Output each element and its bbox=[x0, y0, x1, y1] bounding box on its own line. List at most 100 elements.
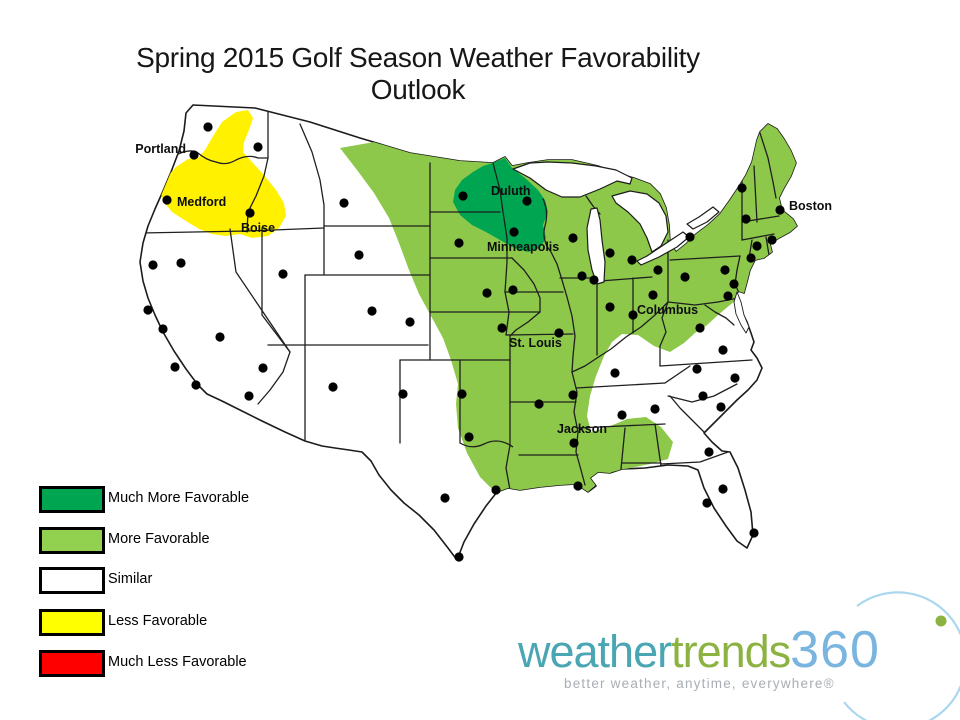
city-dot bbox=[464, 432, 474, 442]
city-dot bbox=[716, 402, 726, 412]
city-label-duluth: Duluth bbox=[491, 184, 531, 198]
lake-superior bbox=[512, 161, 633, 198]
city-dot bbox=[573, 481, 583, 491]
city-dots bbox=[143, 122, 785, 562]
city-dot bbox=[554, 328, 564, 338]
city-dot bbox=[617, 410, 627, 420]
city-label-minneapolis: Minneapolis bbox=[487, 240, 559, 254]
city-dot bbox=[729, 279, 739, 289]
state-borders bbox=[140, 109, 780, 491]
city-dot bbox=[720, 265, 730, 275]
city-dot bbox=[158, 324, 168, 334]
lake-ontario bbox=[686, 206, 720, 230]
city-label-boston: Boston bbox=[789, 199, 832, 213]
city-dot bbox=[569, 438, 579, 448]
city-label-portland: Portland bbox=[135, 142, 186, 156]
city-dot bbox=[775, 205, 785, 215]
city-label-columbus: Columbus bbox=[637, 303, 698, 317]
city-dot bbox=[749, 528, 759, 538]
city-dot bbox=[508, 285, 518, 295]
city-dot bbox=[339, 198, 349, 208]
city-label-boise: Boise bbox=[241, 221, 275, 235]
legend-label-more-favorable: More Favorable bbox=[108, 531, 210, 547]
city-dot bbox=[148, 260, 158, 270]
city-dot bbox=[189, 150, 199, 160]
city-dot bbox=[648, 290, 658, 300]
chesapeake-bay bbox=[733, 291, 750, 334]
city-dot bbox=[767, 235, 777, 245]
city-dot bbox=[741, 214, 751, 224]
city-dot bbox=[704, 447, 714, 457]
lake-michigan bbox=[586, 207, 606, 285]
city-labels: Portland Medford Boise Duluth Minneapoli… bbox=[135, 142, 832, 436]
city-dot bbox=[730, 373, 740, 383]
city-dot bbox=[589, 275, 599, 285]
city-dot bbox=[354, 250, 364, 260]
legend-swatch-less-favorable bbox=[39, 609, 105, 636]
city-dot bbox=[695, 323, 705, 333]
city-dot bbox=[577, 271, 587, 281]
legend-swatch-much-more-favorable bbox=[39, 486, 105, 513]
city-label-st-louis: St. Louis bbox=[509, 336, 562, 350]
city-dot bbox=[610, 368, 620, 378]
city-dot bbox=[258, 363, 268, 373]
city-dot bbox=[454, 552, 464, 562]
city-dot bbox=[491, 485, 501, 495]
city-dot bbox=[328, 382, 338, 392]
city-dot bbox=[253, 142, 263, 152]
city-dot bbox=[605, 248, 615, 258]
legend-swatch-much-less-favorable bbox=[39, 650, 105, 677]
city-dot bbox=[718, 345, 728, 355]
city-dot bbox=[162, 195, 172, 205]
city-dot bbox=[698, 391, 708, 401]
city-dot bbox=[692, 364, 702, 374]
city-dot bbox=[522, 196, 532, 206]
logo-orbit-arc bbox=[843, 591, 960, 720]
city-dot bbox=[367, 306, 377, 316]
region-much-more-favorable bbox=[453, 158, 548, 252]
region-less-favorable bbox=[160, 110, 286, 238]
city-dot bbox=[685, 232, 695, 242]
city-dot bbox=[482, 288, 492, 298]
city-dot bbox=[398, 389, 408, 399]
lake-erie bbox=[636, 231, 690, 266]
legend-label-much-less-favorable: Much Less Favorable bbox=[108, 654, 247, 670]
legend-label-much-more-favorable: Much More Favorable bbox=[108, 490, 250, 506]
logo-word-weather: weather bbox=[518, 626, 672, 677]
logo-wordmark: weathertrends360 bbox=[518, 624, 958, 676]
city-dot bbox=[454, 238, 464, 248]
city-dot bbox=[605, 302, 615, 312]
legend-swatch-more-favorable bbox=[39, 527, 105, 554]
city-dot bbox=[568, 390, 578, 400]
city-label-jackson: Jackson bbox=[557, 422, 607, 436]
city-dot bbox=[405, 317, 415, 327]
weathertrends360-logo: weathertrends360 better weather, anytime… bbox=[518, 624, 958, 691]
great-lakes bbox=[512, 161, 750, 334]
city-dot bbox=[191, 380, 201, 390]
city-dot bbox=[176, 258, 186, 268]
city-dot bbox=[718, 484, 728, 494]
city-label-medford: Medford bbox=[177, 195, 226, 209]
city-dot bbox=[752, 241, 762, 251]
city-dot bbox=[170, 362, 180, 372]
city-dot bbox=[653, 265, 663, 275]
legend-label-less-favorable: Less Favorable bbox=[108, 613, 208, 629]
logo-word-trends: trends bbox=[671, 626, 791, 677]
logo-word-360: 360 bbox=[790, 621, 880, 679]
city-dot bbox=[497, 323, 507, 333]
city-dot bbox=[215, 332, 225, 342]
city-dot bbox=[203, 122, 213, 132]
city-dot bbox=[746, 253, 756, 263]
city-dot bbox=[440, 493, 450, 503]
logo-tagline: better weather, anytime, everywhere® bbox=[564, 676, 835, 691]
city-dot bbox=[534, 399, 544, 409]
city-dot bbox=[509, 227, 519, 237]
city-dot bbox=[628, 310, 638, 320]
logo-orbit-dot bbox=[935, 615, 947, 627]
city-dot bbox=[278, 269, 288, 279]
city-dot bbox=[245, 208, 255, 218]
city-dot bbox=[737, 183, 747, 193]
city-dot bbox=[627, 255, 637, 265]
